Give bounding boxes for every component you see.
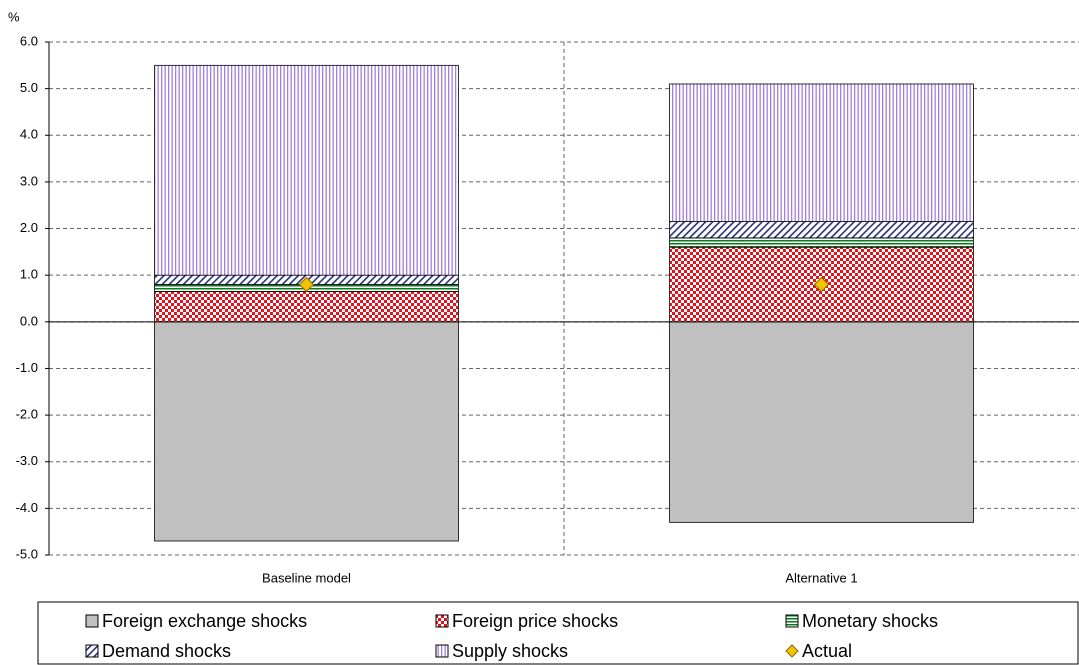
legend-box bbox=[37, 601, 1079, 665]
y-tick-label: 1.0 bbox=[20, 267, 38, 282]
y-tick-label: -4.0 bbox=[16, 500, 38, 515]
legend-swatch bbox=[85, 614, 99, 628]
legend-swatch bbox=[85, 644, 99, 658]
legend-swatch bbox=[435, 644, 449, 658]
x-tick-label: Alternative 1 bbox=[785, 570, 857, 585]
legend-swatch bbox=[785, 614, 799, 628]
bar-segment bbox=[154, 321, 459, 542]
bar-segment bbox=[669, 83, 974, 222]
y-tick-label: 4.0 bbox=[20, 127, 38, 142]
bar-segment bbox=[669, 321, 974, 523]
actual-marker bbox=[298, 276, 315, 293]
bar-segment bbox=[154, 291, 459, 323]
x-tick-label: Baseline model bbox=[262, 570, 351, 585]
y-tick-label: -2.0 bbox=[16, 407, 38, 422]
legend-swatch bbox=[785, 644, 799, 658]
legend-label: Foreign price shocks bbox=[452, 611, 618, 631]
actual-marker bbox=[813, 276, 830, 293]
bar-segment bbox=[154, 64, 459, 276]
y-tick-label: 3.0 bbox=[20, 173, 38, 188]
y-axis-label: % bbox=[8, 9, 20, 24]
y-tick-label: -5.0 bbox=[16, 546, 38, 561]
y-tick-label: 0.0 bbox=[20, 313, 38, 328]
y-tick-label: 6.0 bbox=[20, 33, 38, 48]
y-tick-label: 2.0 bbox=[20, 220, 38, 235]
y-tick-label: 5.0 bbox=[20, 80, 38, 95]
bar-segment bbox=[669, 237, 974, 248]
bar-segment bbox=[669, 221, 974, 239]
legend-label: Demand shocks bbox=[102, 641, 231, 661]
y-tick-label: -3.0 bbox=[16, 453, 38, 468]
legend-label: Actual bbox=[802, 641, 852, 661]
legend-label: Foreign exchange shocks bbox=[102, 611, 307, 631]
legend-swatch bbox=[435, 614, 449, 628]
y-tick-label: -1.0 bbox=[16, 360, 38, 375]
legend-label: Supply shocks bbox=[452, 641, 568, 661]
legend-label: Monetary shocks bbox=[802, 611, 938, 631]
